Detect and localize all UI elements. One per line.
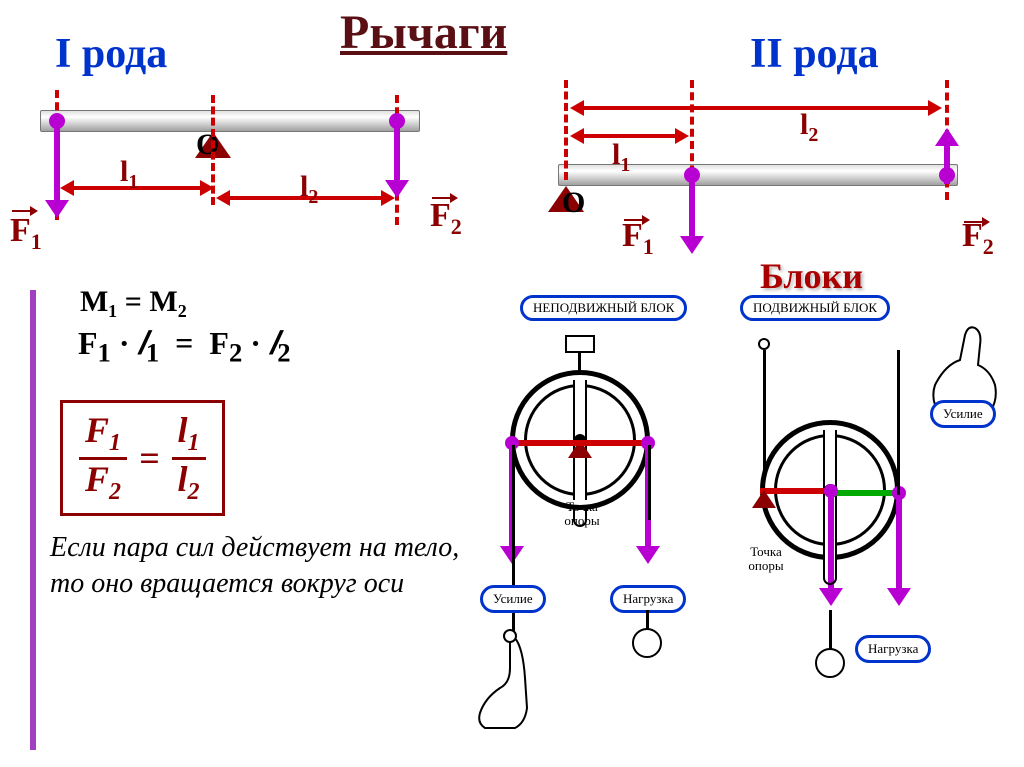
left-purple-bar (30, 290, 36, 750)
eq-product: F1 · 𝑙1 = F2 · 𝑙2 (78, 325, 291, 368)
lever1-l2-headR (381, 190, 395, 206)
lever1-F1-head (45, 200, 69, 218)
lever2-l1-label: l1 (612, 138, 630, 177)
lever1-bar (40, 110, 420, 132)
fixed-weight-rope (646, 610, 649, 630)
eq-moments: M₁ = M₂ (80, 285, 187, 319)
lever2-l2-line (582, 106, 930, 110)
fixed-block-label: НЕПОДВИЖНЫЙ БЛОК (520, 295, 687, 321)
movable-F-right-head (887, 588, 911, 606)
lever2-O-label: O (562, 186, 585, 220)
body-text: Если пара сил действует на тело, то оно … (50, 530, 480, 603)
fixed-red-bar (510, 440, 650, 446)
fixed-rope-right (648, 445, 651, 520)
movable-hook (823, 565, 837, 585)
movable-weight (815, 648, 845, 678)
movable-F-right-shaft (896, 495, 902, 590)
main-title: Рычаги (340, 5, 507, 60)
lever2-F1-head (680, 236, 704, 254)
fixed-weight (632, 628, 662, 658)
movable-rope-right (897, 350, 900, 495)
lever1-l1-label: l1 (120, 155, 138, 194)
movable-green-bar (830, 490, 900, 496)
lever2-l2-label: l2 (800, 108, 818, 147)
movable-fulcrum-text: Точка опоры (740, 545, 792, 574)
lever1-l2-label: l2 (300, 170, 318, 209)
eq-fraction-box: F1 F2 = l1 l2 (60, 400, 225, 516)
fixed-F-right-head (636, 546, 660, 564)
lever2-F1-label: F1 (622, 217, 654, 260)
fixed-effort-label: Усилие (480, 585, 546, 613)
movable-fulcrum-icon (752, 490, 776, 508)
fixed-load-label: Нагрузка (610, 585, 686, 613)
lever2-dash-left (564, 80, 568, 180)
fixed-hand-icon (465, 628, 555, 738)
fixed-hook (573, 507, 587, 527)
blocks-title: Блоки (760, 255, 863, 297)
type2-label: II рода (750, 30, 879, 78)
lever2-F1-shaft (689, 178, 695, 238)
lever2-l1-headR (675, 128, 689, 144)
lever2-F2-label: F2 (962, 217, 994, 260)
movable-block-label: ПОДВИЖНЫЙ БЛОК (740, 295, 890, 321)
lever1-F1-label: F1 (10, 212, 42, 255)
lever1-F2-shaft (394, 122, 400, 182)
fixed-mount (565, 335, 595, 353)
type1-label: I рода (55, 30, 167, 78)
lever2-l2-headR (928, 100, 942, 116)
movable-weight-rope (829, 610, 832, 650)
lever1-O-label: O (196, 128, 219, 162)
lever1-F2-label: F2 (430, 197, 462, 240)
lever1-l1-headR (200, 180, 214, 196)
movable-anchor (758, 338, 770, 350)
movable-effort-label: Усилие (930, 400, 996, 428)
lever2-F2-shaft (944, 144, 950, 184)
movable-F-center-head (819, 588, 843, 606)
movable-load-label: Нагрузка (855, 635, 931, 663)
